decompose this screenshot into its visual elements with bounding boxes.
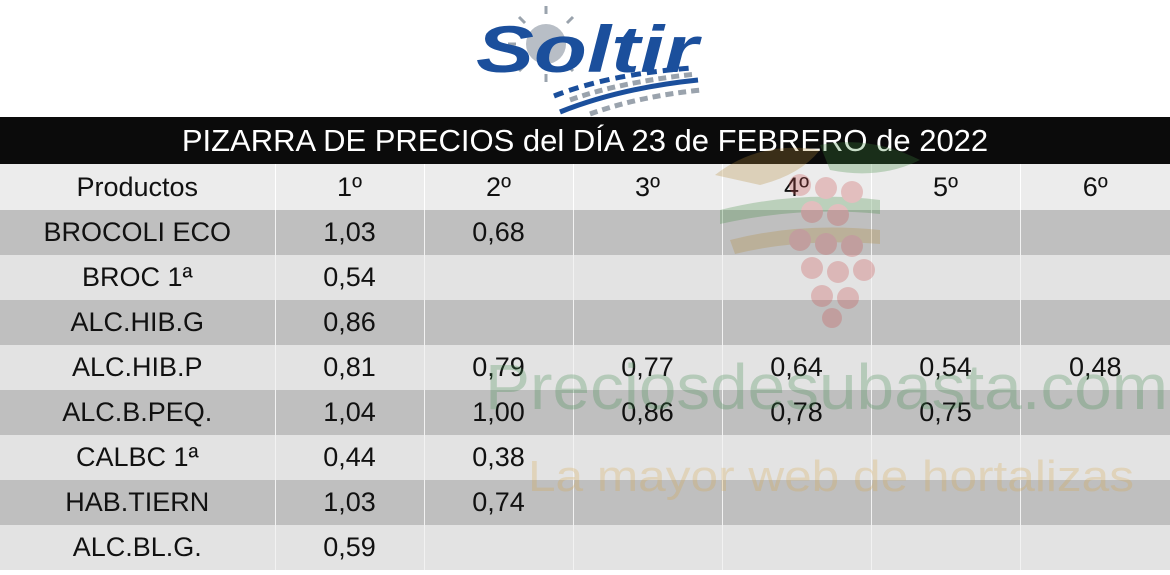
price-cell — [870, 210, 1020, 255]
column-header-products: Productos — [76, 171, 199, 202]
product-cell: BROC 1ª — [81, 262, 193, 292]
table-row: BROCOLI ECO 1,03 0,68 — [0, 210, 1170, 255]
table-row: BROC 1ª 0,54 — [0, 255, 1170, 300]
price-cell — [721, 480, 871, 525]
price-table: Productos 1º 2º 3º 4º 5º 6º BROCOLI ECO … — [0, 164, 1170, 570]
product-cell: HAB.TIERN — [65, 487, 210, 517]
soltir-logo: Soltir — [476, 6, 703, 117]
table-row: ALC.B.PEQ. 1,04 1,00 0,86 0,78 0,75 — [0, 390, 1170, 435]
price-cell — [1019, 525, 1170, 570]
price-cell — [870, 480, 1020, 525]
price-cell: 0,54 — [870, 345, 1020, 390]
price-cell: 0,64 — [721, 345, 871, 390]
price-cell — [572, 210, 722, 255]
column-header-2: 2º — [423, 164, 573, 210]
price-cell — [870, 525, 1020, 570]
price-cell: 0,68 — [423, 210, 573, 255]
table-header-row: Productos 1º 2º 3º 4º 5º 6º — [0, 164, 1170, 210]
table-row: ALC.HIB.G 0,86 — [0, 300, 1170, 345]
price-cell — [1019, 480, 1170, 525]
price-cell — [572, 525, 722, 570]
price-cell — [721, 300, 871, 345]
table-row: CALBC 1ª 0,44 0,38 — [0, 435, 1170, 480]
price-cell — [1019, 300, 1170, 345]
price-cell — [423, 300, 573, 345]
price-cell: 1,00 — [423, 390, 573, 435]
table-row: ALC.HIB.P 0,81 0,79 0,77 0,64 0,54 0,48 — [0, 345, 1170, 390]
product-cell: ALC.HIB.G — [70, 307, 205, 337]
product-cell: ALC.HIB.P — [71, 352, 203, 382]
logo-area: Soltir — [0, 0, 1170, 117]
price-cell — [1019, 390, 1170, 435]
price-cell: 0,78 — [721, 390, 871, 435]
price-cell: 0,75 — [870, 390, 1020, 435]
price-cell — [572, 255, 722, 300]
product-cell: CALBC 1ª — [75, 442, 199, 472]
product-cell: ALC.B.PEQ. — [62, 397, 213, 427]
price-cell — [423, 255, 573, 300]
page-title: PIZARRA DE PRECIOS del DÍA 23 de FEBRERO… — [0, 117, 1170, 164]
price-cell — [572, 435, 722, 480]
column-header-1: 1º — [274, 164, 424, 210]
price-cell — [870, 300, 1020, 345]
price-cell: 0,38 — [423, 435, 573, 480]
product-cell: BROCOLI ECO — [43, 217, 232, 247]
column-header-5: 5º — [870, 164, 1020, 210]
price-cell: 0,74 — [423, 480, 573, 525]
price-cell — [721, 525, 871, 570]
price-cell — [721, 435, 871, 480]
price-cell — [870, 255, 1020, 300]
price-cell — [423, 525, 573, 570]
price-cell: 0,48 — [1019, 345, 1170, 390]
column-header-3: 3º — [572, 164, 722, 210]
price-cell: 0,86 — [572, 390, 722, 435]
field-rows-icon — [553, 65, 703, 117]
price-cell: 0,59 — [274, 525, 424, 570]
price-cell — [1019, 210, 1170, 255]
price-cell — [572, 480, 722, 525]
price-cell: 1,03 — [274, 480, 424, 525]
table-row: ALC.BL.G. 0,59 — [0, 525, 1170, 570]
price-cell: 0,44 — [274, 435, 424, 480]
price-cell — [721, 255, 871, 300]
price-cell: 0,81 — [274, 345, 424, 390]
price-cell: 0,86 — [274, 300, 424, 345]
price-cell: 0,79 — [423, 345, 573, 390]
column-header-4: 4º — [721, 164, 871, 210]
logo-text: Soltir — [476, 12, 702, 86]
price-cell: 1,04 — [274, 390, 424, 435]
price-cell — [1019, 255, 1170, 300]
price-cell — [572, 300, 722, 345]
price-cell — [870, 435, 1020, 480]
product-cell: ALC.BL.G. — [72, 532, 202, 562]
price-cell: 1,03 — [274, 210, 424, 255]
price-cell — [1019, 435, 1170, 480]
price-cell: 0,54 — [274, 255, 424, 300]
column-header-6: 6º — [1019, 164, 1170, 210]
table-row: HAB.TIERN 1,03 0,74 — [0, 480, 1170, 525]
price-cell: 0,77 — [572, 345, 722, 390]
sun-icon — [508, 6, 582, 82]
price-cell — [721, 210, 871, 255]
